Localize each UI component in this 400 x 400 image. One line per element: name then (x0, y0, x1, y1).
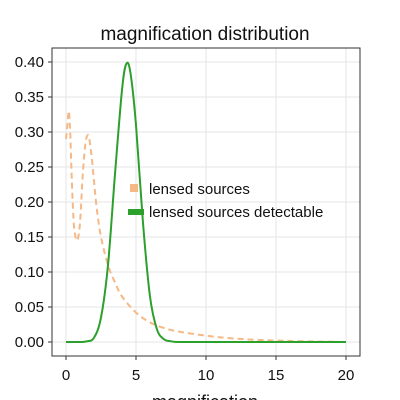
y-tick-label: 0.00 (15, 334, 44, 351)
y-tick-label: 0.35 (15, 89, 44, 106)
legend-label-lensed-sources: lensed sources (149, 181, 250, 198)
x-tick-label: 10 (198, 367, 215, 384)
y-tick-label: 0.15 (15, 229, 44, 246)
x-tick-label: 0 (62, 367, 70, 384)
x-tick-label: 5 (132, 367, 140, 384)
x-tick-label: 15 (268, 367, 285, 384)
y-tick-label: 0.30 (15, 124, 44, 141)
series-line-lensed-sources-detectable (65, 61, 346, 344)
grid (52, 48, 360, 356)
y-tick-label: 0.40 (15, 54, 44, 71)
y-axis: 0.00 0.05 0.10 0.15 0.20 0.25 0.30 0.35 0.40 (15, 54, 52, 351)
legend-swatch-lensed-sources (130, 184, 138, 192)
x-axis-label: magnification (152, 392, 258, 400)
legend-label-lensed-sources-detectable: lensed sources detectable (149, 204, 323, 221)
x-tick-label: 20 (338, 367, 355, 384)
legend: lensed sources lensed sources detectable (128, 181, 323, 221)
series-group (65, 61, 347, 344)
chart-title: magnification distribution (100, 24, 309, 45)
legend-swatch-lensed-sources-detectable (128, 209, 144, 215)
y-tick-label: 0.25 (15, 159, 44, 176)
series-line-lensed-sources (65, 109, 347, 343)
y-tick-label: 0.20 (15, 194, 44, 211)
y-tick-label: 0.05 (15, 299, 44, 316)
x-axis: 0 5 10 15 20 (62, 356, 355, 384)
y-tick-label: 0.10 (15, 264, 44, 281)
